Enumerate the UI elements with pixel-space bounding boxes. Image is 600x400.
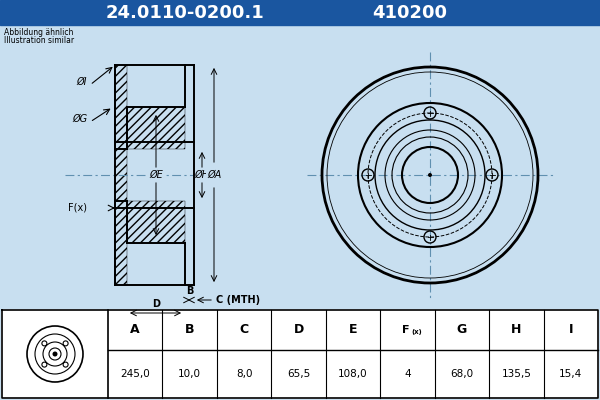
Text: 135,5: 135,5 xyxy=(502,369,531,379)
Text: E: E xyxy=(349,323,357,336)
Circle shape xyxy=(53,352,58,356)
Bar xyxy=(0,0,600,25)
Text: 8,0: 8,0 xyxy=(236,369,253,379)
Text: F(x): F(x) xyxy=(68,203,87,213)
Text: B: B xyxy=(186,286,193,296)
Text: C: C xyxy=(239,323,248,336)
Text: ØH: ØH xyxy=(194,170,209,180)
Text: I: I xyxy=(569,323,573,336)
Text: 68,0: 68,0 xyxy=(451,369,473,379)
Text: ØG: ØG xyxy=(72,114,87,124)
Circle shape xyxy=(428,173,432,177)
Text: 245,0: 245,0 xyxy=(121,369,150,379)
Text: 24.0110-0200.1: 24.0110-0200.1 xyxy=(106,4,265,22)
Text: D: D xyxy=(152,299,160,309)
Bar xyxy=(127,201,185,243)
Text: 15,4: 15,4 xyxy=(559,369,583,379)
Text: ØE: ØE xyxy=(149,170,163,180)
Text: Illustration similar: Illustration similar xyxy=(4,36,74,45)
Text: 10,0: 10,0 xyxy=(178,369,201,379)
Text: Abbildung ähnlich: Abbildung ähnlich xyxy=(4,28,73,37)
Text: ØI: ØI xyxy=(77,77,87,87)
Text: D: D xyxy=(293,323,304,336)
Text: 65,5: 65,5 xyxy=(287,369,310,379)
Text: G: G xyxy=(457,323,467,336)
Text: 108,0: 108,0 xyxy=(338,369,368,379)
Bar xyxy=(2,310,598,398)
Bar xyxy=(127,107,185,149)
Text: F: F xyxy=(401,325,409,335)
Bar xyxy=(115,65,127,285)
Text: 410200: 410200 xyxy=(373,4,448,22)
Text: (x): (x) xyxy=(412,329,422,335)
Text: 4: 4 xyxy=(404,369,411,379)
Text: B: B xyxy=(185,323,194,336)
Text: C (MTH): C (MTH) xyxy=(216,295,260,305)
Text: A: A xyxy=(130,323,140,336)
Text: ØA: ØA xyxy=(207,170,221,180)
Text: H: H xyxy=(511,323,521,336)
